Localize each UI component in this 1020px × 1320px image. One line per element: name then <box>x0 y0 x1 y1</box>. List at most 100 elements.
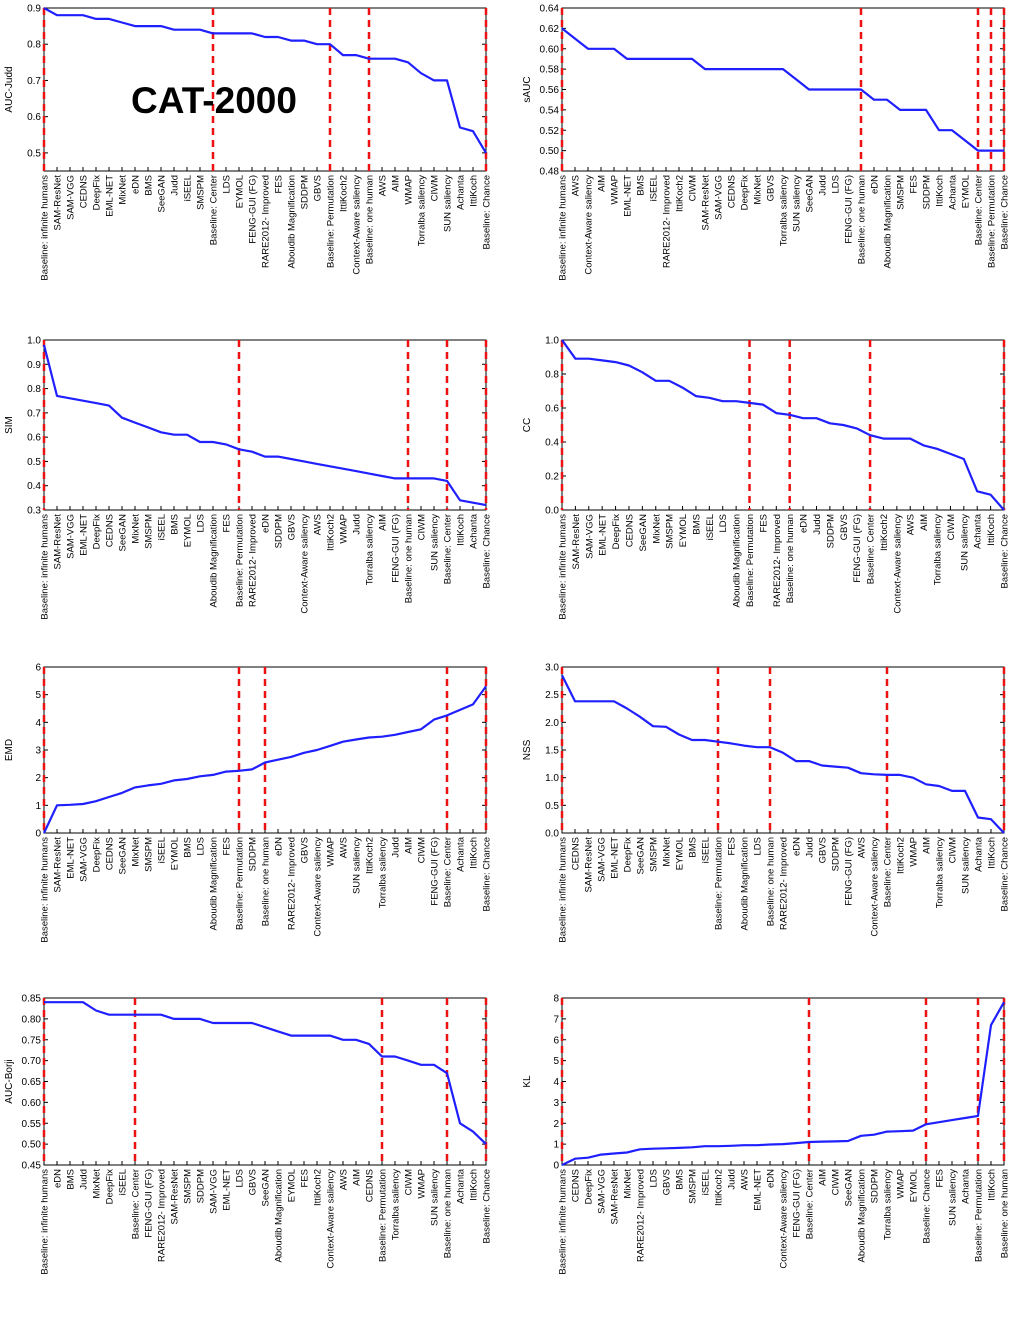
x-tick-label: Baseline: Permutation <box>378 1169 389 1262</box>
x-tick-label: SMSPM <box>688 1169 699 1204</box>
x-tick-label: Achanta <box>456 1168 467 1204</box>
x-tick-label: FENG-GUI (FG) <box>248 175 259 244</box>
y-tick-label: 5 <box>553 1056 559 1067</box>
x-tick-label: EYMOL <box>235 175 246 208</box>
x-tick-label: Baseline: Center <box>443 837 454 907</box>
x-tick-label: SUN saliency <box>959 514 970 571</box>
x-tick-label: Judd <box>79 1169 90 1190</box>
x-tick-label: SUN saliency <box>430 1169 441 1226</box>
x-tick-label: EML-NET <box>623 175 634 217</box>
y-tick-label: 0.80 <box>22 1014 42 1025</box>
x-tick-label: RARE2012- Improved <box>772 514 783 607</box>
x-tick-label: Baseline: infinite humans <box>558 514 569 620</box>
x-tick-label: SMSPM <box>196 175 207 210</box>
x-tick-label: MixNet <box>118 175 129 205</box>
x-tick-label: Judd <box>805 837 816 858</box>
x-tick-label: SeeGAN <box>844 1169 855 1207</box>
x-tick-label: SDDPM <box>825 514 836 548</box>
figure-label: CAT-2000 <box>131 80 297 121</box>
x-tick-label: IttiKoch <box>469 837 480 869</box>
x-tick-label: LDS <box>222 175 233 193</box>
x-tick-label: EYMOL <box>678 514 689 547</box>
x-tick-label: SAM-VGG <box>584 514 595 559</box>
y-tick-label: 4 <box>35 718 41 729</box>
y-tick-label: 4 <box>553 1077 559 1088</box>
x-tick-label: FENG-GUI (FG) <box>844 837 855 906</box>
x-tick-label: Context-Aware saliency <box>779 1169 790 1269</box>
x-tick-label: MixNet <box>92 1169 103 1199</box>
y-tick-label: 0.7 <box>27 408 41 419</box>
y-tick-label: 3 <box>35 746 41 757</box>
x-tick-label: WMAP <box>417 1169 428 1199</box>
series-line <box>44 1001 487 1145</box>
y-axis-label: AUC-Judd <box>4 66 15 112</box>
x-tick-label: SeeGAN <box>118 514 129 552</box>
x-tick-label: LDS <box>753 837 764 855</box>
x-tick-label: Aboudib Magnification <box>209 837 220 930</box>
x-tick-label: IttiKoch <box>456 514 467 546</box>
x-tick-label: EML-NET <box>610 837 621 879</box>
y-tick-label: 0 <box>553 1161 559 1172</box>
x-tick-label: Judd <box>352 514 363 535</box>
x-tick-label: SeeGAN <box>261 1169 272 1207</box>
x-tick-label: SMSPM <box>665 514 676 549</box>
x-tick-label: AIM <box>922 837 933 854</box>
chart-panel-7: 0.45 0.50 0.55 0.60 0.65 0.70 0.75 0.80 0.85 AUC-… <box>4 994 493 1275</box>
y-tick-label: 0.64 <box>540 4 560 15</box>
x-tick-label: CEDNS <box>105 837 116 870</box>
x-tick-label: FENG-GUI (FG) <box>844 175 855 244</box>
y-tick-label: 0.6 <box>545 404 559 415</box>
x-tick-label: IttiKoch <box>469 1169 480 1201</box>
x-tick-label: GBVS <box>839 514 850 540</box>
x-tick-label: MixNet <box>753 175 764 205</box>
x-tick-label: Torralba saliency <box>935 837 946 909</box>
x-tick-label: Baseline: one human <box>1000 1169 1011 1258</box>
y-axis-label: SIM <box>4 416 15 434</box>
x-tick-label: Torralba saliency <box>417 175 428 247</box>
x-tick-label: AWS <box>857 837 868 858</box>
x-tick-label: MixNet <box>623 1169 634 1199</box>
x-tick-label: SAM-ResNet <box>701 175 712 231</box>
x-tick-label: DeepFix <box>623 837 634 873</box>
x-tick-label: Baseline: Center <box>974 175 985 245</box>
x-tick-label: CIWM <box>688 175 699 201</box>
x-tick-label: Baseline: Permutation <box>235 514 246 607</box>
x-tick-label: SDDPM <box>831 837 842 871</box>
x-tick-label: FES <box>727 837 738 855</box>
x-tick-label: eDN <box>131 175 142 194</box>
x-tick-label: DeepFix <box>584 1169 595 1205</box>
x-tick-label: Baseline: infinite humans <box>40 514 51 620</box>
x-tick-label: BMS <box>170 514 181 535</box>
x-tick-label: eDN <box>274 837 285 856</box>
y-tick-label: 0.3 <box>27 506 41 517</box>
x-tick-label: Torralba saliency <box>933 514 944 586</box>
x-tick-label: SAM-ResNet <box>584 837 595 893</box>
x-tick-label: MixNet <box>131 514 142 544</box>
x-tick-label: DeepFix <box>92 837 103 873</box>
x-tick-label: Baseline: one human <box>261 837 272 926</box>
x-tick-label: Baseline: infinite humans <box>40 837 51 943</box>
x-tick-label: AIM <box>378 514 389 531</box>
y-tick-label: 0.2 <box>545 472 559 483</box>
x-tick-label: AIM <box>352 1169 363 1186</box>
x-tick-label: BMS <box>675 1169 686 1190</box>
x-tick-label: iSEEL <box>157 837 168 863</box>
x-tick-label: Aboudib Magnification <box>883 175 894 268</box>
x-tick-label: Judd <box>812 514 823 535</box>
y-tick-label: 0.5 <box>545 801 559 812</box>
x-tick-label: IttiKoch <box>935 175 946 207</box>
y-tick-label: 2.0 <box>545 718 559 729</box>
x-tick-label: WMAP <box>896 1169 907 1199</box>
chart-panel-2: 0.48 0.50 0.52 0.54 0.56 0.58 0.60 0.62 0.64 sAUC… <box>522 4 1011 281</box>
series-line <box>43 7 487 154</box>
x-tick-label: RARE2012- Improved <box>261 175 272 268</box>
x-tick-label: LDS <box>831 175 842 193</box>
x-tick-label: GBVS <box>313 175 324 201</box>
x-tick-label: CEDNS <box>727 175 738 208</box>
y-tick-label: 0.55 <box>22 1119 42 1130</box>
x-tick-label: Judd <box>727 1169 738 1190</box>
x-tick-label: Context-Aware saliency <box>326 1169 337 1269</box>
series-line <box>561 339 1005 511</box>
x-tick-label: SAM-VGG <box>209 1169 220 1214</box>
